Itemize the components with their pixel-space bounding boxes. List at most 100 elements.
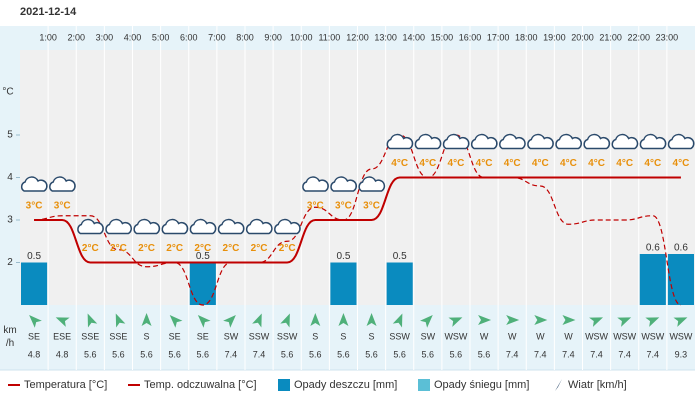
- cloud: [667, 133, 695, 150]
- temperature-label: 4°C: [504, 158, 521, 169]
- hour-label: 12:00: [346, 32, 369, 42]
- wind-direction: ESE: [53, 331, 71, 341]
- temperature-label: 3°C: [307, 201, 324, 212]
- rain-label: 0.6: [646, 243, 660, 254]
- weather-icon: [274, 218, 301, 235]
- wind-arrow: [617, 317, 632, 327]
- cloud: [330, 176, 357, 192]
- legend-swatch: [555, 379, 562, 391]
- weather-icon: [358, 176, 386, 192]
- arrow-shape: [617, 317, 632, 327]
- temperature-label: 4°C: [419, 158, 436, 169]
- wind-direction: WSW: [669, 331, 692, 341]
- wind-arrow: [310, 313, 321, 326]
- wind-direction: WSW: [641, 331, 664, 341]
- cloud: [414, 133, 442, 150]
- cloud: [245, 218, 273, 235]
- weather-icon: [77, 218, 104, 235]
- temperature-label: 4°C: [476, 158, 493, 169]
- temperature-line: [34, 176, 681, 264]
- wind-direction: W: [508, 331, 517, 341]
- arrow-shape: [141, 313, 152, 326]
- temperature-label: 4°C: [448, 158, 465, 169]
- weather-icon: [386, 133, 414, 150]
- y-tick-label: 5: [7, 130, 13, 141]
- weather-icon: [470, 133, 498, 150]
- wind-arrow: [280, 313, 290, 328]
- wind-speed: 5.6: [168, 349, 181, 359]
- cloud: [527, 133, 554, 150]
- rain-label: 0.5: [336, 251, 350, 262]
- wind-arrow: [420, 315, 433, 328]
- hour-label: 23:00: [656, 32, 679, 42]
- wind-arrow: [448, 317, 463, 327]
- wind-arrow: [55, 317, 70, 327]
- weather-icon: [189, 218, 217, 235]
- weather-icon: [20, 176, 48, 192]
- rain-bar: [330, 262, 357, 305]
- arrow-shape: [197, 315, 211, 328]
- cloud: [386, 133, 414, 150]
- arrow-shape: [55, 317, 70, 327]
- arrow-shape: [534, 315, 548, 325]
- wind-speed: 9.3: [675, 349, 688, 359]
- wind-direction: SE: [197, 331, 209, 341]
- cloud: [189, 218, 217, 235]
- wind-speed: 5.6: [84, 349, 97, 359]
- wind-direction: SSW: [389, 331, 410, 341]
- wind-arrow: [141, 313, 152, 326]
- cloud: [133, 218, 161, 235]
- hour-label: 1:00: [39, 32, 57, 42]
- arrow-shape: [478, 315, 492, 325]
- cloud: [499, 133, 526, 150]
- temperature-label: 2°C: [110, 243, 127, 254]
- weather-icon: [330, 176, 357, 192]
- wind-arrow: [223, 315, 236, 328]
- arrow-shape: [448, 317, 463, 327]
- wind-arrow: [534, 315, 548, 325]
- cloud: [274, 218, 301, 235]
- cloud: [49, 176, 76, 192]
- weather-icon: [527, 133, 554, 150]
- temperature-label: 2°C: [279, 243, 296, 254]
- wind-direction: S: [369, 331, 375, 341]
- hour-label: 7:00: [208, 32, 226, 42]
- wind-direction: WSW: [444, 331, 467, 341]
- legend-label: Wiatr [km/h]: [568, 379, 627, 391]
- hour-label: 21:00: [599, 32, 622, 42]
- arrow-shape: [310, 313, 321, 326]
- arrow-shape: [169, 315, 183, 328]
- temperature-label: 2°C: [166, 243, 183, 254]
- weather-icon: [49, 176, 76, 192]
- wind-speed: 5.6: [422, 349, 435, 359]
- y-tick-label: 4: [7, 172, 13, 183]
- arrow-shape: [280, 313, 290, 328]
- wind-arrow: [87, 313, 98, 328]
- temperature-label: 4°C: [560, 158, 577, 169]
- wind-arrow: [169, 315, 183, 328]
- wind-speed: 5.6: [450, 349, 463, 359]
- hour-label: 15:00: [431, 32, 454, 42]
- hour-label: 22:00: [627, 32, 650, 42]
- wind-arrow: [506, 315, 520, 325]
- felt-temperature-line: [34, 134, 682, 306]
- wind-direction: SSE: [81, 331, 99, 341]
- rain-label: 0.5: [196, 251, 210, 262]
- wind-speed: 7.4: [590, 349, 603, 359]
- hour-label: 14:00: [402, 32, 425, 42]
- rain-bar: [639, 254, 666, 305]
- wind-speed: 7.4: [506, 349, 519, 359]
- rain-bar: [667, 254, 694, 305]
- wind-speed: 4.8: [56, 349, 69, 359]
- temperature-label: 3°C: [54, 201, 71, 212]
- arrow-shape: [366, 313, 377, 326]
- cloud: [217, 218, 245, 235]
- rain-bar: [386, 262, 413, 305]
- temperature-label: 4°C: [673, 158, 690, 169]
- wind-speed: 7.4: [534, 349, 547, 359]
- wind-direction: WSW: [585, 331, 608, 341]
- arrow-shape: [562, 315, 576, 325]
- wind-direction: SE: [169, 331, 181, 341]
- wind-direction: SSW: [249, 331, 270, 341]
